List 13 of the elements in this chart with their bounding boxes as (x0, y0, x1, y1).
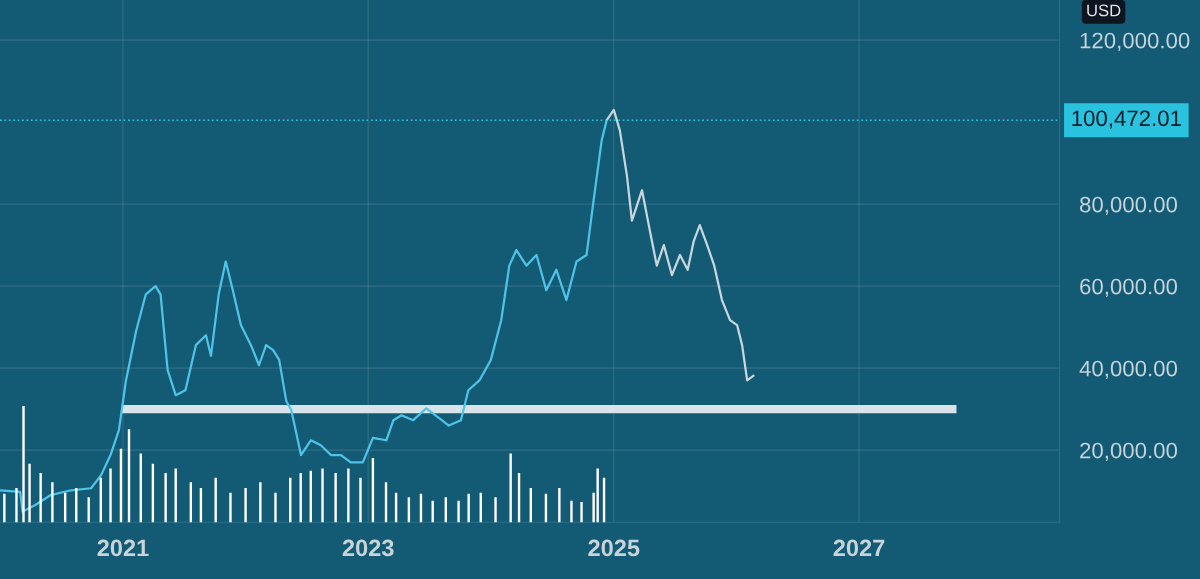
ref-line-label: 100,472.01 (1072, 110, 1181, 129)
line-series (0, 119, 608, 513)
text: USD (1087, 4, 1121, 17)
y-tick-label: 40,000.00 (1079, 360, 1178, 380)
x-tick-label: 2021 (97, 539, 149, 557)
y-tick-label: 80,000.00 (1080, 196, 1178, 216)
x-tick-label: 2023 (342, 539, 394, 557)
y-tick-label: 20,000.00 (1080, 442, 1178, 462)
y-tick-label: 120,000.00 (1080, 32, 1190, 52)
x-tick-label: 2025 (588, 539, 640, 557)
y-tick-label: 60,000.00 (1080, 278, 1178, 298)
line-series (605, 108, 756, 382)
x-tick-label: 2027 (833, 539, 885, 557)
